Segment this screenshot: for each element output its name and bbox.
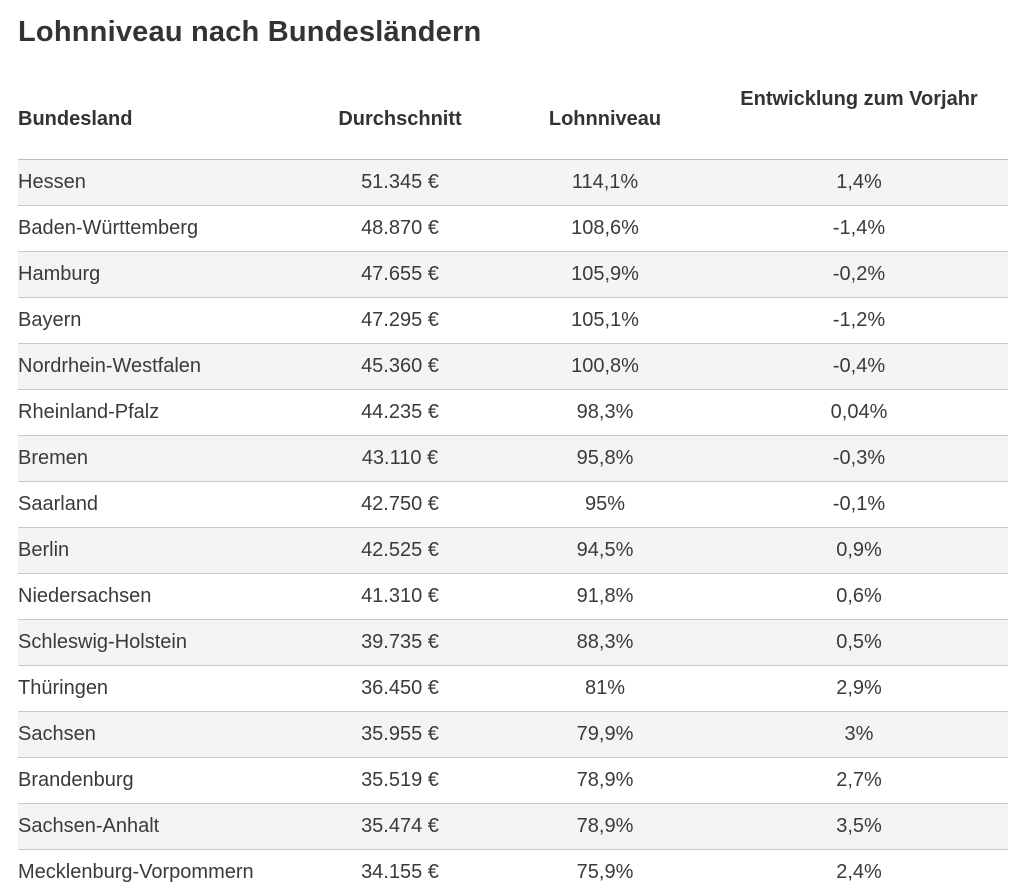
header-entwicklung: Entwicklung zum Vorjahr [740,88,978,110]
table-row: Bremen 43.110 €95,8% -0,3% [18,435,1008,482]
table-row: Hessen 51.345 €114,1% 1,4% [18,159,1008,206]
table-row: Sachsen-Anhalt 35.474 €78,9% 3,5% [18,803,1008,850]
cell-durchschnitt: 45.360 € [300,343,500,390]
cell-bundesland: Thüringen [18,665,300,712]
cell-entwicklung: -0,4% [710,343,1008,390]
cell-entwicklung: 2,7% [710,757,1008,804]
cell-durchschnitt: 39.735 € [300,619,500,666]
cell-entwicklung: 0,6% [710,573,1008,620]
cell-bundesland: Hessen [18,159,300,206]
cell-entwicklung: -0,3% [710,435,1008,482]
cell-lohnniveau: 108,6% [500,205,710,252]
cell-durchschnitt: 35.519 € [300,757,500,804]
cell-durchschnitt: 48.870 € [300,205,500,252]
table-header-row: Bundesland Durchschnitt Lohnniveau Entwi… [18,80,1008,160]
cell-durchschnitt: 43.110 € [300,435,500,482]
cell-lohnniveau: 75,9% [500,849,710,895]
table-row: Mecklenburg-Vorpommern 34.155 €75,9% 2,4% [18,849,1008,895]
cell-lohnniveau: 100,8% [500,343,710,390]
cell-bundesland: Nordrhein-Westfalen [18,343,300,390]
table-row: Baden-Württemberg 48.870 €108,6% -1,4% [18,205,1008,252]
cell-bundesland: Hamburg [18,251,300,298]
header-lohnniveau: Lohnniveau [548,108,662,130]
cell-lohnniveau: 98,3% [500,389,710,436]
cell-lohnniveau: 94,5% [500,527,710,574]
cell-bundesland: Bayern [18,297,300,344]
cell-bundesland: Baden-Württemberg [18,205,300,252]
cell-lohnniveau: 91,8% [500,573,710,620]
cell-lohnniveau: 78,9% [500,803,710,850]
table-row: Thüringen 36.450 €81% 2,9% [18,665,1008,712]
cell-lohnniveau: 105,9% [500,251,710,298]
cell-durchschnitt: 42.525 € [300,527,500,574]
table-row: Schleswig-Holstein 39.735 €88,3% 0,5% [18,619,1008,666]
cell-durchschnitt: 35.955 € [300,711,500,758]
cell-entwicklung: 0,5% [710,619,1008,666]
cell-entwicklung: 2,9% [710,665,1008,712]
cell-durchschnitt: 42.750 € [300,481,500,528]
cell-durchschnitt: 51.345 € [300,159,500,206]
table-row: Saarland 42.750 €95% -0,1% [18,481,1008,528]
header-bundesland: Bundesland [18,108,133,130]
cell-entwicklung: 2,4% [710,849,1008,895]
cell-durchschnitt: 47.295 € [300,297,500,344]
cell-entwicklung: -1,4% [710,205,1008,252]
cell-lohnniveau: 79,9% [500,711,710,758]
page-title: Lohnniveau nach Bundesländern [18,16,482,48]
table-row: Bayern 47.295 €105,1% -1,2% [18,297,1008,344]
cell-lohnniveau: 95,8% [500,435,710,482]
cell-entwicklung: 0,04% [710,389,1008,436]
cell-bundesland: Niedersachsen [18,573,300,620]
table-row: Sachsen 35.955 €79,9% 3% [18,711,1008,758]
table-row: Rheinland-Pfalz 44.235 €98,3% 0,04% [18,389,1008,436]
cell-bundesland: Brandenburg [18,757,300,804]
table-row: Hamburg 47.655 €105,9% -0,2% [18,251,1008,298]
cell-lohnniveau: 78,9% [500,757,710,804]
cell-bundesland: Schleswig-Holstein [18,619,300,666]
cell-bundesland: Sachsen [18,711,300,758]
cell-durchschnitt: 36.450 € [300,665,500,712]
cell-entwicklung: 3,5% [710,803,1008,850]
cell-entwicklung: 1,4% [710,159,1008,206]
cell-lohnniveau: 95% [500,481,710,528]
table-row: Niedersachsen 41.310 €91,8% 0,6% [18,573,1008,620]
cell-entwicklung: -0,2% [710,251,1008,298]
cell-entwicklung: -1,2% [710,297,1008,344]
cell-entwicklung: 0,9% [710,527,1008,574]
cell-entwicklung: -0,1% [710,481,1008,528]
cell-bundesland: Bremen [18,435,300,482]
table-row: Brandenburg 35.519 €78,9% 2,7% [18,757,1008,804]
cell-bundesland: Sachsen-Anhalt [18,803,300,850]
cell-durchschnitt: 41.310 € [300,573,500,620]
table-row: Nordrhein-Westfalen 45.360 €100,8% -0,4% [18,343,1008,390]
cell-lohnniveau: 105,1% [500,297,710,344]
cell-bundesland: Berlin [18,527,300,574]
header-durchschnitt: Durchschnitt [338,108,462,130]
cell-lohnniveau: 114,1% [500,159,710,206]
cell-durchschnitt: 34.155 € [300,849,500,895]
cell-lohnniveau: 81% [500,665,710,712]
cell-bundesland: Saarland [18,481,300,528]
cell-durchschnitt: 47.655 € [300,251,500,298]
cell-entwicklung: 3% [710,711,1008,758]
cell-durchschnitt: 35.474 € [300,803,500,850]
cell-lohnniveau: 88,3% [500,619,710,666]
wage-table: Bundesland Durchschnitt Lohnniveau Entwi… [18,80,1008,895]
cell-bundesland: Mecklenburg-Vorpommern [18,849,300,895]
cell-bundesland: Rheinland-Pfalz [18,389,300,436]
table-row: Berlin 42.525 €94,5% 0,9% [18,527,1008,574]
cell-durchschnitt: 44.235 € [300,389,500,436]
